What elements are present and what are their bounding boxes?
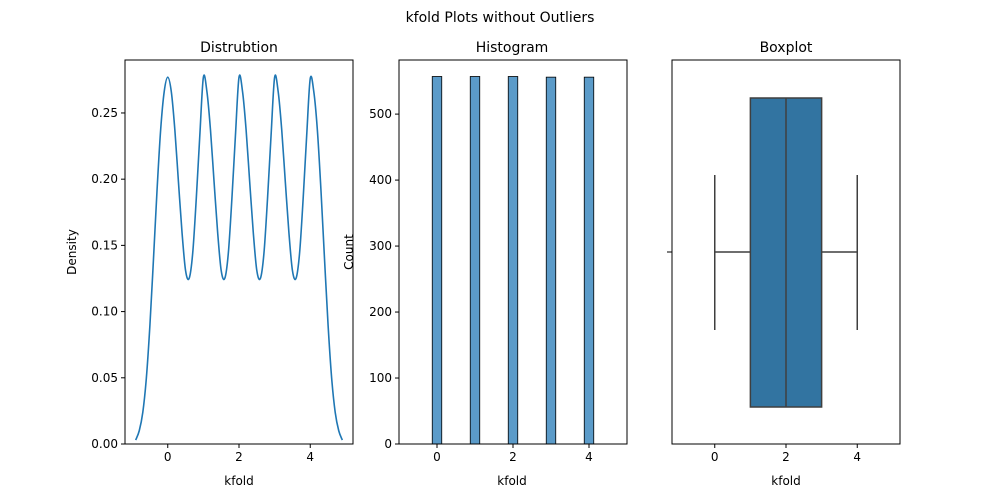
boxplot-xlabel: kfold: [771, 474, 800, 488]
density-line: [134, 74, 344, 441]
boxplot-x-tick-label: 0: [711, 450, 719, 464]
distribution-x-tick-label: 4: [306, 450, 314, 464]
histogram-title: Histogram: [476, 40, 549, 56]
distribution-y-tick-label: 0.10: [91, 305, 118, 319]
distribution-ylabel: Density: [65, 229, 79, 275]
distribution-panel: Distrubtion 0 2 40.000.050.100.150.200.25 …: [65, 40, 354, 488]
histogram-x-tick-label: 2: [509, 450, 517, 464]
distribution-x-tick-label: 2: [235, 450, 243, 464]
figure-title: kfold Plots without Outliers: [406, 10, 595, 26]
distribution-ticks: 0 2 4 0.00 0.05 0.10 0.15 0.20 0.25: [91, 106, 314, 464]
distribution-x-tick-label: 0: [164, 450, 172, 464]
histogram-bar: [469, 76, 481, 445]
distribution-y-tick-label: 0.15: [91, 238, 118, 252]
distribution-y-tick-label: 0.20: [91, 172, 118, 186]
histogram-bar: [431, 76, 443, 445]
histogram-y-tick-label: 500: [369, 107, 392, 121]
boxplot-title: Boxplot: [760, 40, 813, 56]
distribution-title: Distrubtion: [200, 40, 278, 56]
distribution-y-tick-label: 0.00: [91, 437, 118, 451]
boxplot-panel: Boxplot 0 2 4 kfold: [667, 40, 901, 488]
distribution-axes-frame: [124, 59, 354, 445]
boxplot-ticks: 0 2 4: [711, 444, 861, 464]
histogram-x-tick-label: 4: [585, 450, 593, 464]
histogram-panel: Histogram 0 2 4 0 100 200 300 400 500 kfold Coun…: [342, 40, 628, 488]
histogram-y-tick-label: 100: [369, 371, 392, 385]
distribution-y-tick-label: 0.25: [91, 106, 118, 120]
histogram-y-tick-label: 200: [369, 305, 392, 319]
distribution-plot-area: [134, 74, 344, 441]
histogram-axes-frame: [398, 59, 628, 445]
histogram-bar: [507, 76, 519, 445]
boxplot-plot-area: [714, 97, 858, 408]
histogram-ylabel: Count: [342, 234, 356, 270]
histogram-y-tick-label: 300: [369, 239, 392, 253]
boxplot-x-tick-label: 4: [853, 450, 861, 464]
distribution-y-tick-label: 0.05: [91, 371, 118, 385]
histogram-bar: [583, 76, 595, 445]
histogram-y-tick-label: 0: [384, 437, 392, 451]
histogram-plot-area: [431, 76, 595, 445]
histogram-ticks: 0 2 4 0 100 200 300 400 500: [369, 107, 593, 464]
distribution-xlabel: kfold: [224, 474, 253, 488]
boxplot-x-tick-label: 2: [782, 450, 790, 464]
histogram-bar: [545, 76, 557, 445]
histogram-x-tick-label: 0: [433, 450, 441, 464]
histogram-y-tick-label: 400: [369, 173, 392, 187]
histogram-xlabel: kfold: [497, 474, 526, 488]
